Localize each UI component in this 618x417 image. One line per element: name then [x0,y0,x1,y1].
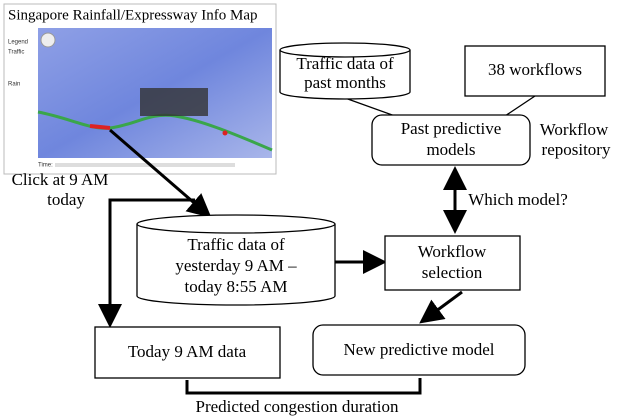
node-label: Traffic data of [296,54,394,73]
node-label: past months [304,73,386,92]
output-bracket [187,378,420,393]
click-note: Click at 9 AM [12,170,109,189]
node-label: today 8:55 AM [185,277,288,296]
tooltip [140,88,208,116]
data-store: Traffic data of past months [280,43,410,99]
legend-title: Legend [8,40,28,46]
legend-traffic: Traffic [8,50,24,56]
congestion [90,126,110,128]
node-label: Traffic data of [187,235,285,254]
congestion-dot [223,131,228,136]
click-note: today [47,190,85,209]
arrow [424,292,462,320]
output-label: Predicted congestion duration [195,397,399,416]
node-label: Past predictive [401,119,502,138]
node-label: models [426,140,475,159]
map-title: Singapore Rainfall/Expressway Info Map [8,7,258,23]
node-label: 38 workflows [488,60,582,79]
node-label: yesterday 9 AM – [175,256,297,275]
time-slider[interactable] [55,163,235,167]
map-screenshot: Singapore Rainfall/Expressway Info Map L… [4,4,276,174]
repository-label: repository [542,140,611,159]
connector [345,98,395,116]
data-store: Traffic data of yesterday 9 AM – today 8… [137,215,335,305]
node-label: Workflow [418,242,487,261]
node-label: Today 9 AM data [128,342,247,361]
node-label: New predictive model [343,340,494,359]
diagram: Singapore Rainfall/Expressway Info Map L… [0,0,618,417]
legend-rain: Rain [8,82,20,88]
node-label: selection [422,263,483,282]
edge-label: Which model? [468,190,568,209]
connector [505,96,535,116]
zoom-control[interactable] [41,33,55,47]
time-label: Time: [38,163,53,169]
repository-label: Workflow [540,120,609,139]
